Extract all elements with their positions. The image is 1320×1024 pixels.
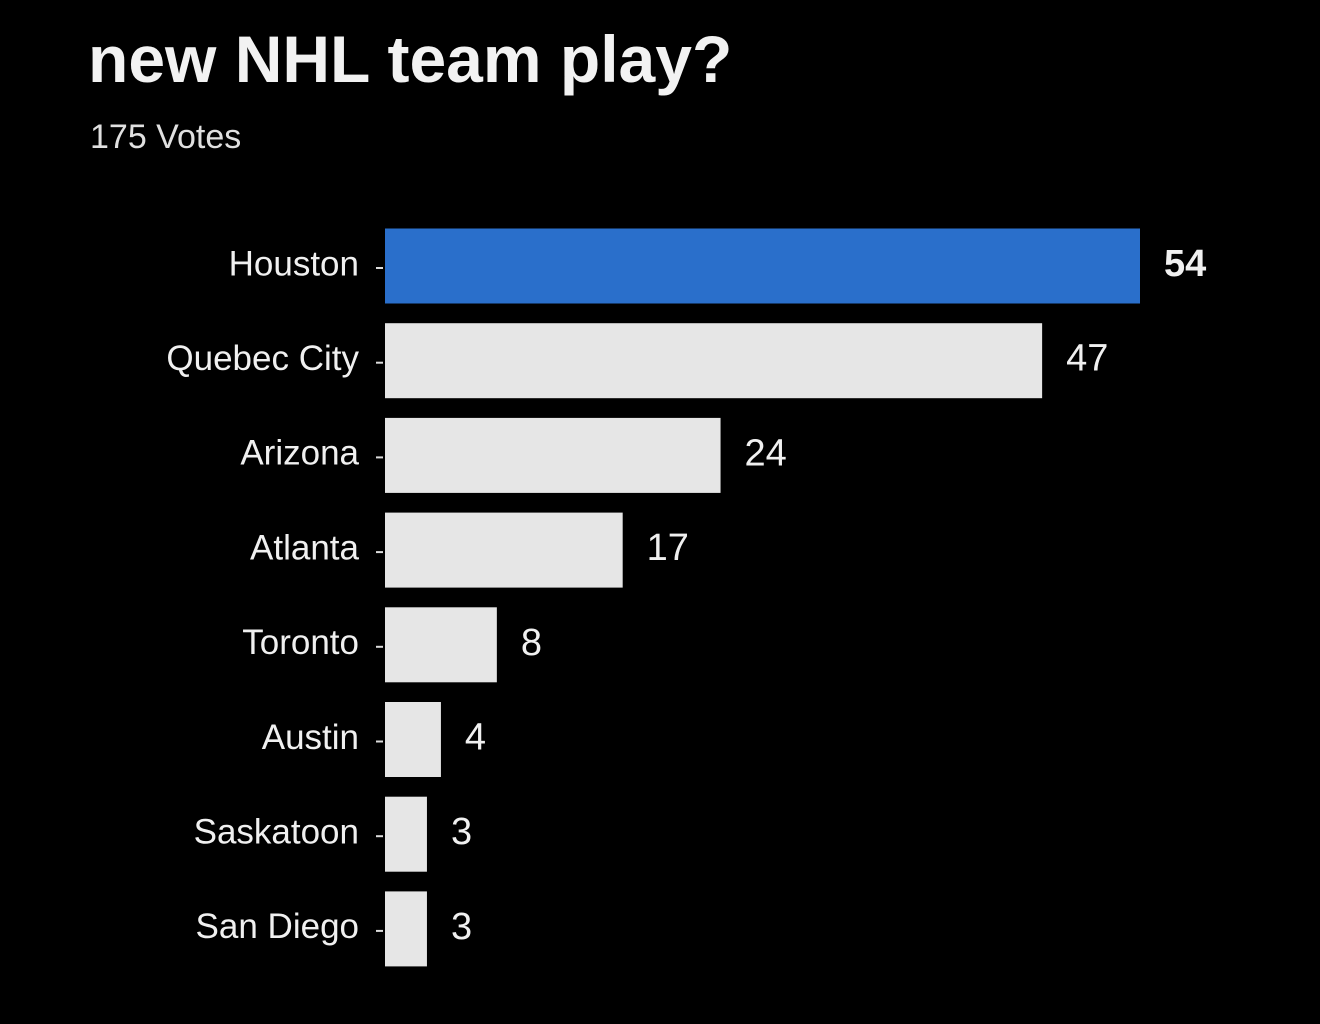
category-label: Austin xyxy=(262,718,359,757)
bar xyxy=(385,323,1043,399)
value-label: 3 xyxy=(451,811,472,853)
bar xyxy=(385,891,427,967)
bar xyxy=(385,796,427,872)
category-label: Arizona xyxy=(240,434,359,473)
value-label: 24 xyxy=(745,432,787,474)
category-label: Toronto xyxy=(242,623,359,662)
value-label: 47 xyxy=(1066,338,1108,380)
chart-title: new NHL team play? xyxy=(88,22,732,96)
bar xyxy=(385,702,441,777)
value-label: 4 xyxy=(465,717,486,759)
bar xyxy=(385,512,623,588)
category-label: Saskatoon xyxy=(194,812,359,851)
value-label: 54 xyxy=(1164,243,1206,285)
category-label: Atlanta xyxy=(250,528,359,567)
value-label: 3 xyxy=(451,906,472,948)
value-label: 8 xyxy=(521,622,542,664)
bar xyxy=(385,417,721,493)
category-label: Quebec City xyxy=(166,339,359,378)
bar xyxy=(385,228,1140,304)
category-label: San Diego xyxy=(196,907,359,946)
value-label: 17 xyxy=(647,527,689,569)
category-label: Houston xyxy=(229,244,359,283)
bar xyxy=(385,607,497,683)
chart-subtitle: 175 Votes xyxy=(90,118,241,156)
